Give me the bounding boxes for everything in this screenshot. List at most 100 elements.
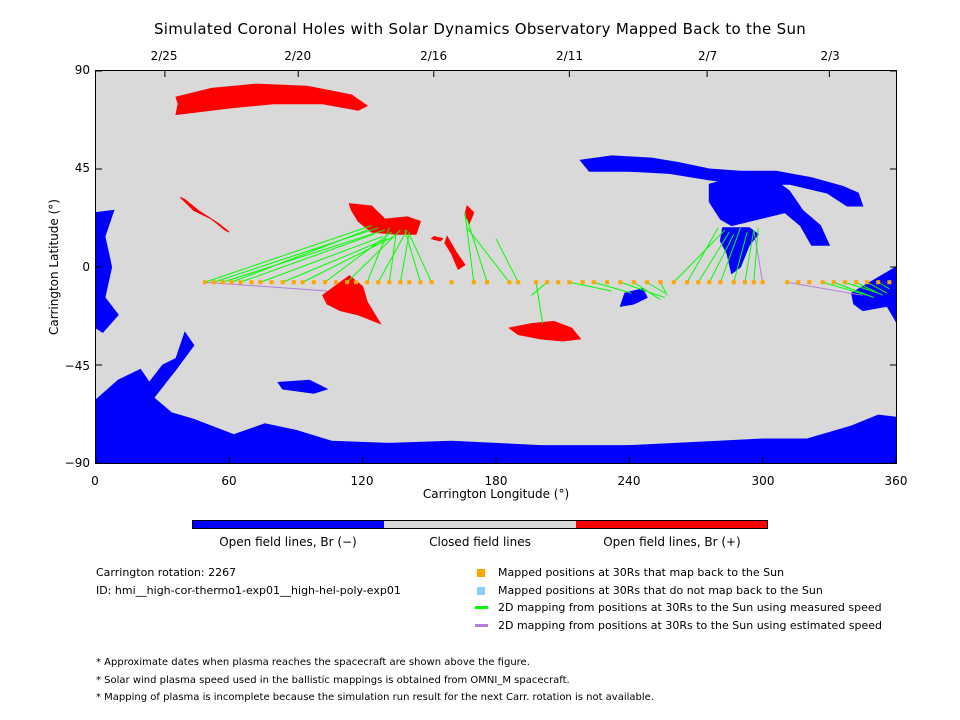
- mapped-position-marker: [605, 280, 610, 285]
- measured-mapping-line: [733, 232, 748, 283]
- measured-mapping-line: [753, 227, 759, 283]
- measured-mapping-line: [324, 231, 392, 283]
- legend-mapped-label: Mapped positions at 30Rs that map back t…: [498, 566, 785, 579]
- y-tick-label: 90: [74, 63, 90, 77]
- negative-coronal-hole: [96, 331, 896, 463]
- measured-mapping-line: [673, 229, 726, 283]
- date-tick-label: 2/7: [697, 49, 718, 63]
- mapped-position-marker: [865, 280, 870, 285]
- mapped-position-marker: [645, 280, 650, 285]
- measured-mapping-line: [282, 238, 388, 283]
- y-tick-label: −90: [64, 456, 90, 470]
- colorbar-closed: [384, 520, 576, 529]
- carrington-rotation: Carrington rotation: 2267: [96, 566, 237, 579]
- measured-mapping-line: [408, 234, 433, 283]
- colorbar-frame: [192, 520, 768, 529]
- mapped-position-marker: [671, 280, 676, 285]
- mapped-position-marker: [545, 280, 550, 285]
- x-tick-label: 120: [350, 474, 374, 488]
- measured-mapping-line: [866, 281, 888, 294]
- y-tick-label: 45: [74, 161, 90, 175]
- mapped-position-marker: [354, 280, 358, 285]
- mapped-position-marker: [785, 280, 790, 285]
- mapped-position-marker: [887, 280, 892, 285]
- mapped-position-marker: [376, 280, 381, 285]
- measured-mapping-line: [708, 234, 735, 283]
- mapped-position-marker: [345, 280, 350, 285]
- positive-coronal-hole: [180, 196, 230, 233]
- negative-coronal-hole: [277, 379, 329, 394]
- measured-mapping-line: [466, 227, 510, 283]
- measured-mapping-line: [366, 227, 390, 283]
- mapped-position-marker: [449, 280, 454, 285]
- x-tick-label: 240: [617, 474, 641, 488]
- chart-title: Simulated Coronal Holes with Solar Dynam…: [153, 20, 807, 38]
- mapped-position-marker: [249, 280, 254, 285]
- mapped-position-marker: [211, 280, 216, 285]
- mapped-position-marker: [471, 280, 476, 285]
- legend-mapped-symbol: [477, 569, 485, 577]
- negative-coronal-hole: [96, 209, 119, 333]
- mapped-position-marker: [387, 280, 392, 285]
- mapped-position-marker: [618, 280, 623, 285]
- x-tick-label: 0: [91, 474, 99, 488]
- mapped-position-marker: [429, 280, 434, 285]
- positive-coronal-hole: [464, 205, 475, 225]
- mapped-position-marker: [751, 280, 756, 285]
- estimated-mapping-line: [753, 229, 764, 283]
- x-tick-label: 360: [884, 474, 908, 488]
- footnote: * Mapping of plasma is incomplete becaus…: [96, 692, 654, 703]
- mapped-position-marker: [631, 280, 636, 285]
- mapped-position-marker: [202, 280, 207, 285]
- measured-mapping-line: [464, 212, 475, 283]
- legend-estimated-label: 2D mapping from positions at 30Rs to the…: [498, 619, 883, 632]
- colorbar-negative: [192, 520, 384, 529]
- measured-mapping-line: [404, 229, 421, 283]
- negative-coronal-hole: [708, 174, 831, 246]
- measured-mapping-line: [495, 238, 519, 283]
- measured-mapping-line: [719, 227, 741, 283]
- y-axis-label: Carrington Latitude (°): [47, 199, 61, 335]
- positive-coronal-hole: [444, 235, 466, 270]
- negative-coronal-hole: [851, 266, 896, 323]
- footnote: * Solar wind plasma speed used in the ba…: [96, 675, 570, 686]
- mapped-position-marker: [556, 280, 561, 285]
- measured-mapping-line: [260, 236, 383, 283]
- colorbar-label-closed: Closed field lines: [429, 535, 531, 549]
- positive-coronal-hole: [175, 83, 369, 116]
- date-tick-label: 2/20: [284, 49, 312, 63]
- estimated-mapping-line: [787, 281, 863, 296]
- mapped-position-marker: [854, 280, 858, 285]
- mapped-position-marker: [842, 280, 847, 285]
- colorbar-positive: [576, 520, 768, 529]
- map-plot-area: [95, 70, 897, 464]
- mapped-position-marker: [220, 280, 225, 285]
- footnote: * Approximate dates when plasma reaches …: [96, 657, 530, 668]
- x-axis-label: Carrington Longitude (°): [422, 487, 570, 501]
- mapped-position-marker: [280, 280, 285, 285]
- mapped-position-marker: [731, 280, 736, 285]
- mapped-position-marker: [742, 280, 747, 285]
- measured-mapping-line: [222, 229, 386, 283]
- mapped-position-marker: [760, 280, 765, 285]
- mapped-position-marker: [507, 280, 512, 285]
- mapped-position-marker: [258, 280, 263, 285]
- negative-coronal-hole: [619, 288, 648, 307]
- colorbar-label-positive: Open field lines, Br (+): [603, 535, 741, 549]
- positive-coronal-hole: [430, 235, 444, 242]
- mapped-position-marker: [796, 280, 801, 285]
- mapped-position-marker: [300, 280, 305, 285]
- measured-mapping-line: [844, 281, 879, 294]
- mapped-position-marker: [707, 280, 712, 285]
- date-tick-label: 2/3: [820, 49, 840, 63]
- measured-mapping-line: [659, 282, 668, 296]
- mapped-position-marker: [291, 280, 296, 285]
- mapped-position-marker: [591, 280, 596, 285]
- mapped-position-marker: [269, 280, 274, 285]
- mapped-position-marker: [567, 280, 572, 285]
- measured-mapping-line: [646, 281, 666, 294]
- measured-mapping-line: [593, 281, 632, 294]
- mapped-position-marker: [831, 280, 836, 285]
- mapped-position-marker: [398, 280, 403, 285]
- measured-mapping-line: [231, 229, 368, 283]
